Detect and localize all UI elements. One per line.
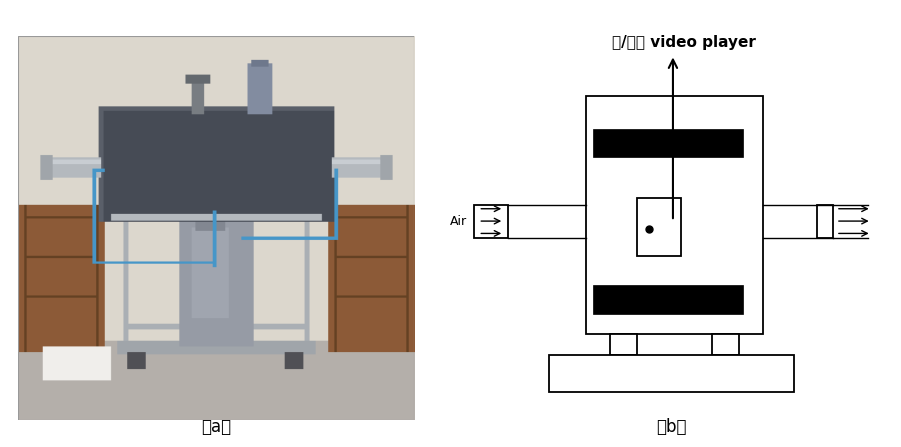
Bar xyxy=(610,334,637,355)
Text: 파/분쇄 video player: 파/분쇄 video player xyxy=(612,35,756,51)
Bar xyxy=(549,355,794,392)
Text: （a）: （a） xyxy=(201,418,232,436)
Bar xyxy=(637,198,681,256)
Bar xyxy=(712,334,739,355)
Bar xyxy=(474,205,508,237)
Bar xyxy=(817,205,833,237)
Text: （b）: （b） xyxy=(656,418,687,436)
Text: Air: Air xyxy=(450,215,468,228)
Bar xyxy=(593,129,742,157)
Bar xyxy=(587,96,763,334)
Bar xyxy=(593,285,742,314)
